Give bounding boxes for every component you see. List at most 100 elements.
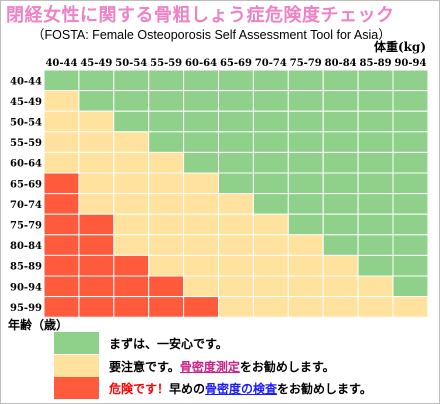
heatmap-cell (252, 69, 289, 92)
heatmap-cell (357, 90, 394, 112)
legend-caution-c: をお勧めします。 (239, 359, 335, 374)
heatmap-cell (392, 213, 429, 236)
heatmap-cell (183, 172, 220, 195)
heatmap-cell (392, 296, 429, 318)
heatmap-cell (78, 131, 115, 153)
heatmap-cell (252, 151, 289, 174)
y-tick-label: 95-99 (10, 303, 42, 314)
heatmap-cell (252, 110, 289, 133)
heatmap-cell (218, 234, 254, 256)
heatmap-cell (218, 131, 254, 153)
heatmap-cell (322, 90, 359, 112)
heatmap-cell (183, 69, 220, 92)
heatmap-cell (287, 131, 324, 153)
heatmap-cell (113, 213, 150, 236)
heatmap-cell (357, 193, 394, 215)
heatmap-cell (392, 254, 429, 277)
heatmap-cell (357, 213, 394, 236)
y-tick-label: 65-69 (10, 179, 42, 190)
heatmap-cell (148, 110, 185, 133)
heatmap-cell (43, 90, 80, 112)
heatmap-cell (78, 69, 115, 92)
heatmap-cell (148, 69, 185, 92)
x-tick-label: 45-49 (80, 58, 112, 69)
heatmap-cell (43, 296, 80, 318)
heatmap-cell (148, 131, 185, 153)
heatmap-cell (78, 275, 115, 298)
heatmap-cell (392, 69, 429, 92)
heatmap-cell (148, 151, 185, 174)
heatmap-cell (392, 193, 429, 215)
y-tick-label: 45-49 (10, 97, 42, 108)
x-tick-label: 90-94 (394, 58, 426, 69)
heatmap-cell (113, 172, 150, 195)
heatmap-cell (148, 213, 185, 236)
y-tick-label: 40-44 (10, 76, 42, 87)
heatmap-cell (183, 254, 220, 277)
heatmap-cell (113, 234, 150, 256)
heatmap-cell (183, 275, 220, 298)
legend-text-caution: 要注意です。骨密度測定をお勧めします。 (109, 358, 335, 375)
heatmap-cell (322, 151, 359, 174)
heatmap-cell (218, 213, 254, 236)
x-tick-label: 80-84 (325, 58, 357, 69)
x-tick-label: 85-89 (360, 58, 392, 69)
legend-swatch-yellow (54, 355, 99, 377)
heatmap-cell (252, 275, 289, 298)
heatmap-cell (357, 275, 394, 298)
legend-danger-d: をお勧めします。 (277, 381, 372, 396)
heatmap-cell (183, 213, 220, 236)
heatmap-cell (183, 296, 220, 318)
y-tick-label: 85-89 (10, 262, 42, 273)
heatmap-cell (218, 110, 254, 133)
heatmap-cell (252, 254, 289, 277)
x-tick-label: 60-64 (185, 58, 217, 69)
heatmap-cell (392, 151, 429, 174)
heatmap-cell (183, 234, 220, 256)
heatmap-cell (252, 131, 289, 153)
heatmap-cell (357, 151, 394, 174)
heatmap-cell (287, 172, 324, 195)
heatmap-cell (357, 172, 394, 195)
legend-danger-a: 危険です！ (109, 381, 170, 396)
x-tick-label: 65-69 (220, 58, 252, 69)
heatmap-cell (287, 275, 324, 298)
heatmap-cell (183, 193, 220, 215)
heatmap-cell (113, 90, 150, 112)
legend-text-danger: 危険です！早めの骨密度の検査をお勧めします。 (109, 380, 372, 397)
y-tick-label: 70-74 (10, 200, 42, 211)
legend-caution-b: 骨密度測定 (179, 359, 240, 374)
x-tick-label: 55-59 (150, 58, 182, 69)
heatmap-cell (322, 193, 359, 215)
heatmap-cell (218, 296, 254, 318)
heatmap-cell (218, 69, 254, 92)
heatmap-cell (43, 172, 80, 195)
heatmap-cell (287, 254, 324, 277)
heatmap-cell (357, 254, 394, 277)
heatmap-cell (322, 213, 359, 236)
heatmap-cell (43, 151, 80, 174)
heatmap-cell (183, 151, 220, 174)
y-tick-label: 55-59 (10, 138, 42, 149)
heatmap-cell (392, 172, 429, 195)
heatmap-cell (78, 151, 115, 174)
y-axis-label: 年齢（歳） (8, 318, 69, 332)
heatmap-cell (287, 213, 324, 236)
heatmap-cell (78, 254, 115, 277)
x-tick-label: 75-79 (290, 58, 322, 69)
heatmap-cell (78, 90, 115, 112)
heatmap-cell (357, 110, 394, 133)
heatmap-cell (392, 275, 429, 298)
heatmap-cell (218, 275, 254, 298)
y-tick-label: 75-79 (10, 221, 42, 232)
heatmap-cell (357, 131, 394, 153)
y-tick-label: 60-64 (10, 159, 42, 170)
heatmap-cell (218, 172, 254, 195)
heatmap-cell (183, 90, 220, 112)
heatmap-cell (392, 90, 429, 112)
heatmap-cell (78, 172, 115, 195)
heatmap-cell (392, 110, 429, 133)
heatmap-cell (148, 296, 185, 318)
x-axis-label: 体重(kg) (373, 40, 426, 54)
